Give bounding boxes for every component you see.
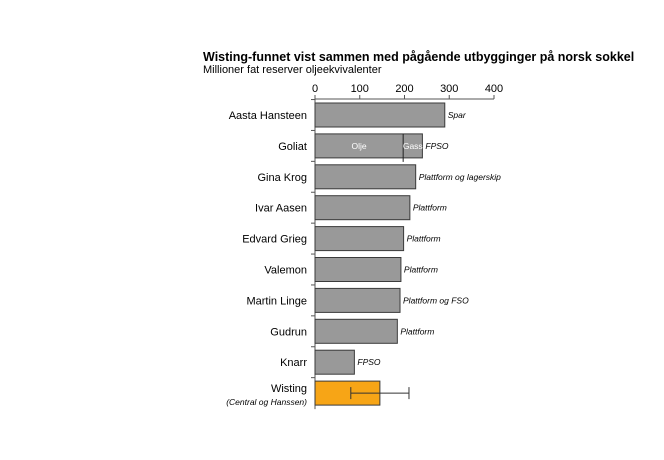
bar-note: Spar	[448, 110, 467, 120]
bar-note: FPSO	[425, 141, 449, 151]
chart-title: Wisting-funnet vist sammen med pågående …	[203, 50, 634, 64]
category-label: Martin Linge	[246, 295, 307, 307]
bar	[314, 257, 402, 282]
bar-group: Ivar Aasen Plattform	[255, 191, 447, 221]
bar	[314, 349, 355, 375]
bar	[314, 287, 401, 313]
x-tick-label: 100	[351, 83, 369, 95]
category-label: Ivar Aasen	[255, 203, 307, 215]
bar-note: FPSO	[357, 357, 381, 367]
chart-subtitle: Millioner fat reserver oljeekvivalenter	[203, 64, 382, 76]
category-label: Edvard Grieg	[242, 234, 307, 246]
segment-label: Gass	[403, 141, 423, 151]
bar-note: Plattform	[407, 234, 441, 244]
category-label: Wisting	[271, 383, 307, 395]
category-label: Knarr	[280, 357, 307, 369]
bar-group: Knarr FPSO	[280, 346, 381, 375]
bar	[314, 133, 423, 159]
category-sublabel: (Central og Hanssen)	[226, 397, 307, 407]
bar-note: Plattform	[400, 326, 434, 336]
segment-label: Olje	[352, 141, 367, 151]
bar-note: Plattform	[404, 265, 438, 275]
bar-note: Plattform og lagerskip	[419, 172, 501, 182]
bar-group: Goliat Olje Gass FPSO	[278, 129, 449, 162]
bar-group: Gina Krog Plattform og lagerskip	[257, 160, 501, 190]
bar	[314, 380, 381, 406]
bar	[314, 102, 446, 128]
bar	[314, 164, 417, 190]
category-label: Gudrun	[270, 326, 307, 338]
category-label: Valemon	[264, 265, 307, 277]
bar-note: Plattform	[413, 203, 447, 213]
bar-note: Plattform og FSO	[403, 295, 469, 305]
bar-group: Martin Linge Plattform og FSO	[246, 284, 469, 313]
bar	[314, 226, 405, 252]
bar-group: Wisting (Central og Hanssen)	[226, 377, 410, 407]
category-label: Aasta Hansteen	[229, 110, 307, 122]
x-tick-label: 400	[485, 83, 503, 95]
x-tick-label: 300	[440, 83, 458, 95]
bar-group: Gudrun Plattform	[270, 315, 434, 344]
x-tick-label: 200	[395, 83, 413, 95]
bar-group: Aasta Hansteen Spar	[229, 99, 467, 128]
x-tick-label: 0	[312, 83, 318, 95]
bar-group: Valemon Plattform	[264, 253, 438, 282]
bar-group: Edvard Grieg Plattform	[242, 222, 441, 252]
category-label: Gina Krog	[257, 172, 307, 184]
category-label: Goliat	[278, 141, 307, 153]
bar	[314, 318, 398, 344]
bar	[314, 195, 411, 221]
